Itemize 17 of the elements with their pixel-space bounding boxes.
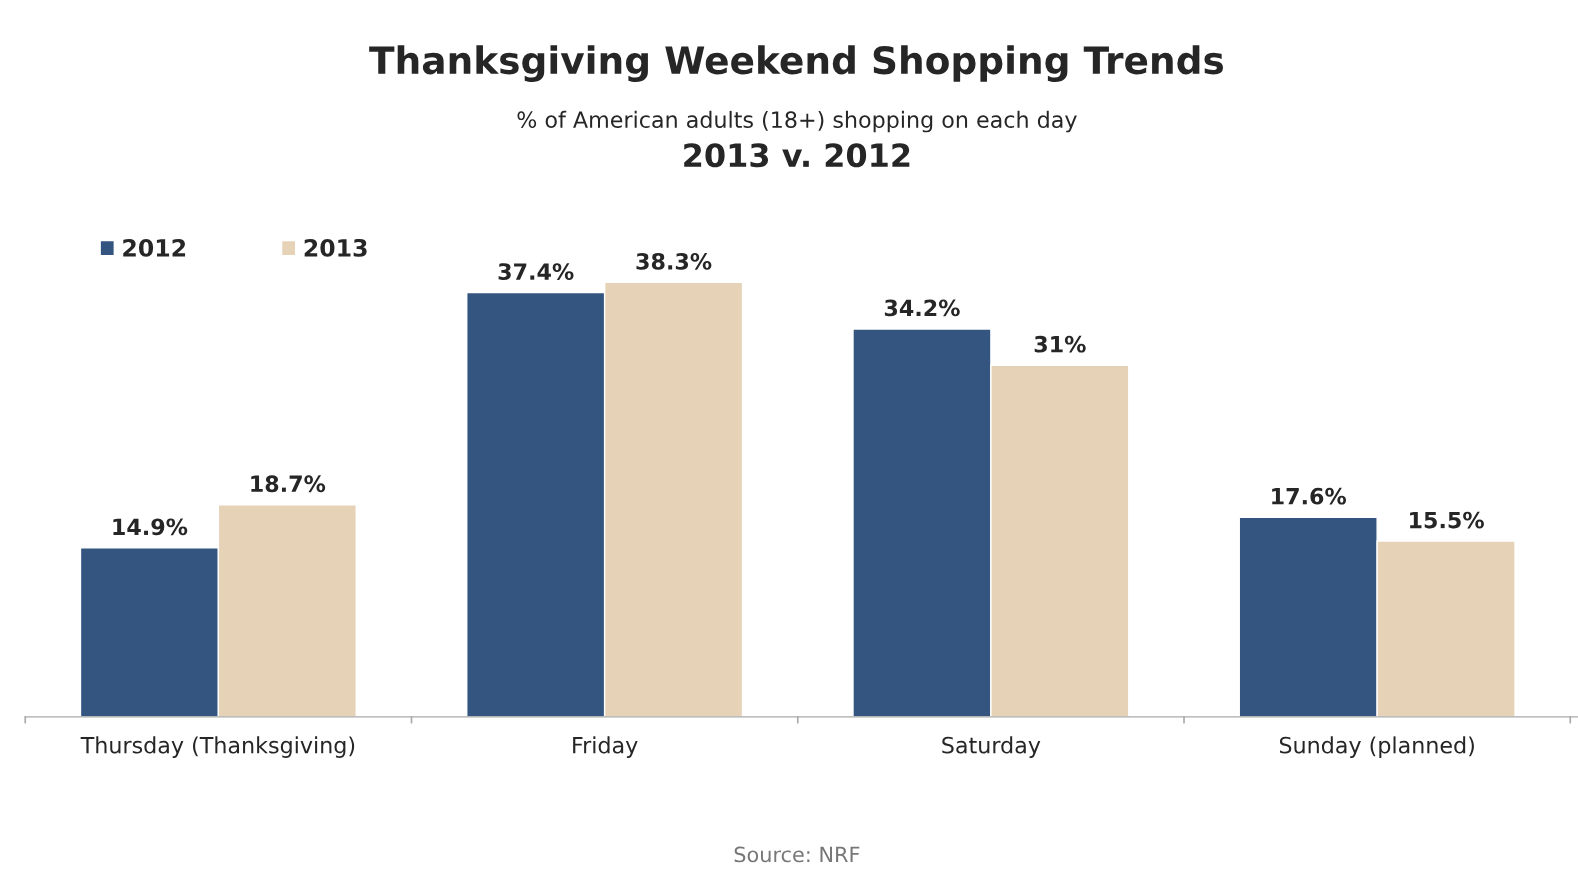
- data-label: 38.3%: [636, 252, 712, 270]
- data-label: 14.9%: [113, 518, 188, 536]
- x-tick-label: Saturday: [942, 736, 1041, 758]
- data-label: 31%: [1034, 335, 1086, 353]
- data-label: 37.4%: [498, 263, 574, 280]
- data-label: 18.7%: [251, 475, 326, 493]
- x-tick-label: Sunday (planned): [1279, 736, 1474, 758]
- chart-title: Thanksgiving Weekend Shopping Trends: [369, 45, 1224, 82]
- legend-label: 2012: [123, 238, 186, 257]
- x-tick-label: Thursday (Thanksgiving): [80, 736, 355, 758]
- legend-label: 2013: [304, 238, 367, 257]
- data-label: 15.5%: [1410, 511, 1484, 529]
- source-note: Source: NRF: [734, 846, 860, 863]
- chart-subtitle: % of American adults (18+) shopping on each day 2013 v. 2012: [517, 110, 1077, 168]
- data-label: 34.2%: [884, 299, 960, 317]
- x-tick-label: Friday: [573, 736, 638, 758]
- data-label: 17.6%: [1272, 487, 1347, 505]
